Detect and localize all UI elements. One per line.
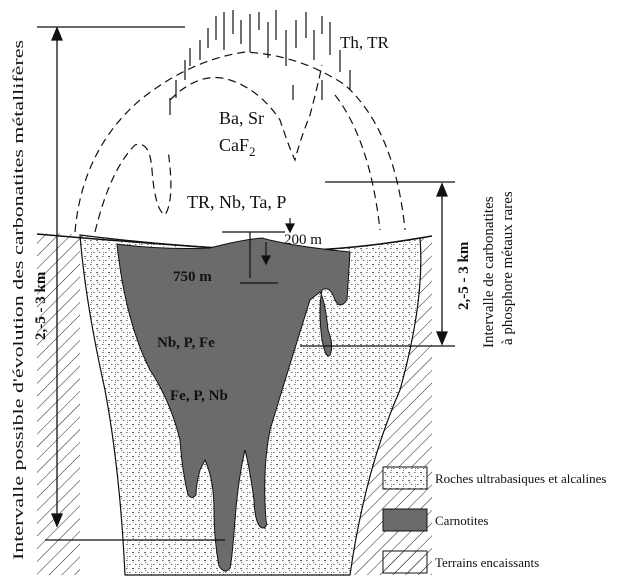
- depth-markers: [222, 218, 295, 284]
- vein-ticks: [169, 10, 351, 115]
- carbonatite-body: [116, 237, 351, 572]
- legend-label-country-rock: Terrains encaissants: [435, 555, 539, 570]
- label-tr-nb-ta-p: TR, Nb, Ta, P: [187, 192, 286, 212]
- legend-label-carnotites: Carnotites: [435, 513, 488, 528]
- legend: Roches ultrabasiques et alcalines Carnot…: [382, 466, 606, 574]
- label-nb-p-fe: Nb, P, Fe: [157, 335, 215, 351]
- label-200m: 200 m: [284, 232, 322, 248]
- left-scale: [37, 26, 225, 541]
- left-axis-title: Intervalle possible d'évolution des carb…: [11, 40, 27, 560]
- right-scale: [300, 181, 455, 347]
- right-axis-title-1: Intervalle de carbonatites: [481, 196, 497, 348]
- dome-inner-left: [94, 143, 172, 233]
- label-750m: 750 m: [173, 269, 212, 285]
- label-ba-sr: Ba, Sr: [219, 108, 264, 128]
- left-range-label: 2,-5 - 3 km: [33, 271, 49, 340]
- dome-inner-right: [334, 94, 381, 231]
- country-rock-right: [350, 236, 432, 575]
- right-axis-title-2: à phosphore métaux rares: [500, 191, 516, 345]
- legend-swatch-country-rock: [382, 550, 428, 574]
- legend-swatch-carnotites: [382, 508, 428, 532]
- country-rock-left: [37, 233, 80, 575]
- label-fe-p-nb: Fe, P, Nb: [170, 388, 228, 404]
- dome-inner-mid: [169, 64, 323, 162]
- label-th-tr: Th, TR: [340, 33, 389, 52]
- label-caf2: CaF2: [219, 135, 256, 159]
- legend-swatch-ultrabasic: [382, 466, 428, 490]
- right-range-label: 2,-5 - 3 km: [456, 241, 472, 310]
- dome-outline: [74, 51, 406, 233]
- legend-label-ultrabasic: Roches ultrabasiques et alcalines: [435, 471, 606, 486]
